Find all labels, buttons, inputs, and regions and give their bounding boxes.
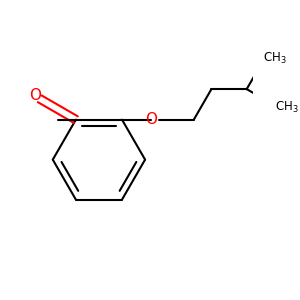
Text: O: O: [28, 88, 40, 103]
Text: O: O: [146, 112, 158, 127]
Text: CH$_3$: CH$_3$: [263, 51, 287, 66]
Text: CH$_3$: CH$_3$: [275, 100, 299, 115]
